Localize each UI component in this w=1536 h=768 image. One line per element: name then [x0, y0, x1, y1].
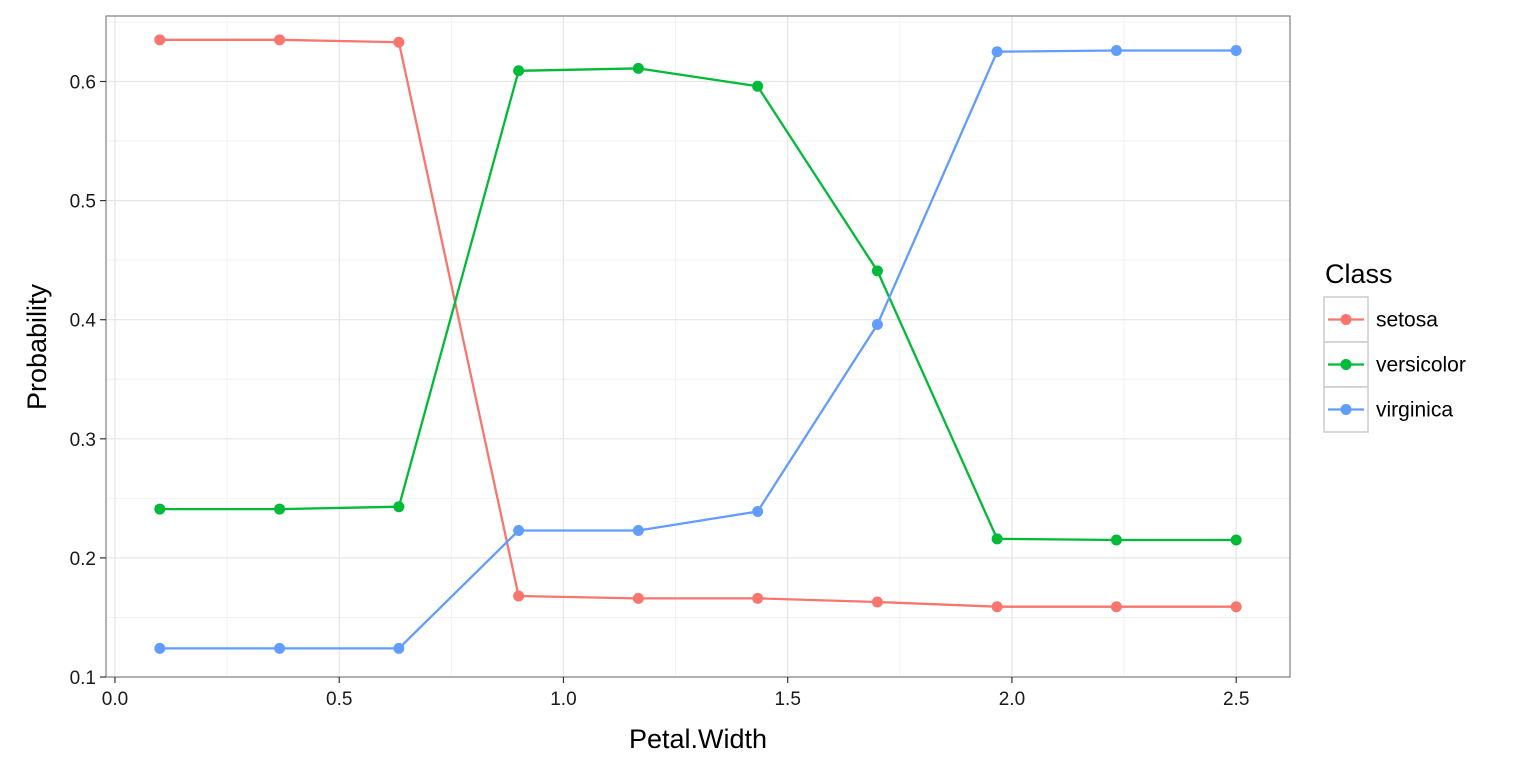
data-point-setosa [632, 592, 644, 604]
legend-title: Class [1325, 259, 1393, 289]
y-tick-label: 0.2 [70, 549, 96, 570]
data-point-setosa [752, 592, 764, 604]
legend-label-setosa: setosa [1376, 309, 1438, 332]
series-line-setosa [159, 38, 1237, 608]
series-line-virginica [159, 49, 1237, 650]
data-point-setosa [1230, 601, 1242, 613]
plot-border [105, 15, 1291, 678]
data-point-versicolor [274, 503, 286, 515]
data-point-setosa [154, 34, 166, 46]
legend-key-point-setosa [1340, 314, 1352, 325]
y-tick-label: 0.6 [70, 73, 96, 94]
data-point-virginica [393, 642, 405, 654]
x-tick-label: 1.0 [550, 689, 576, 710]
data-point-virginica [991, 46, 1003, 58]
series-line-versicolor [159, 67, 1237, 542]
y-tick-label: 0.3 [70, 430, 96, 451]
data-point-virginica [1110, 45, 1122, 57]
data-point-versicolor [991, 533, 1003, 545]
plot-area [106, 16, 1290, 677]
data-point-setosa [393, 36, 405, 48]
data-point-virginica [1230, 45, 1242, 57]
x-tick-label: 2.5 [1223, 689, 1249, 710]
data-point-versicolor [632, 62, 644, 74]
x-tick-label: 0.5 [326, 689, 352, 710]
legend-label-virginica: virginica [1376, 399, 1453, 422]
x-axis-title: Petal.Width [629, 724, 767, 754]
data-point-versicolor [393, 501, 405, 513]
y-axis-title: Probability [22, 283, 52, 410]
data-point-versicolor [154, 503, 166, 515]
x-tick-label: 0.0 [102, 689, 128, 710]
data-point-setosa [274, 34, 286, 46]
data-point-versicolor [871, 265, 883, 277]
data-point-virginica [871, 318, 883, 330]
data-point-setosa [871, 596, 883, 608]
data-point-virginica [513, 525, 525, 537]
legend-key-point-virginica [1340, 404, 1352, 415]
data-point-versicolor [1110, 534, 1122, 546]
x-tick-label: 1.5 [774, 689, 800, 710]
data-point-setosa [1110, 601, 1122, 613]
data-point-virginica [274, 642, 286, 654]
y-tick-label: 0.1 [70, 668, 96, 689]
plot-panel [105, 15, 1291, 678]
data-point-virginica [752, 505, 764, 517]
data-point-versicolor [1230, 534, 1242, 546]
data-point-virginica [154, 642, 166, 654]
x-tick-label: 2.0 [999, 689, 1025, 710]
data-point-versicolor [752, 80, 764, 92]
legend-key-point-versicolor [1340, 359, 1352, 370]
data-point-setosa [513, 590, 525, 602]
y-tick-label: 0.5 [70, 192, 96, 213]
data-point-versicolor [513, 65, 525, 77]
data-point-virginica [632, 525, 644, 537]
legend-label-versicolor: versicolor [1376, 354, 1466, 377]
axes: 0.0 0.5 1.0 1.5 2.0 2.5 0.1 0.2 0.3 0.4 0.5 0.6 [70, 73, 1250, 710]
legend: Class setosa versicolor virginica [1323, 259, 1466, 433]
y-tick-label: 0.4 [70, 311, 97, 332]
data-point-setosa [991, 601, 1003, 613]
